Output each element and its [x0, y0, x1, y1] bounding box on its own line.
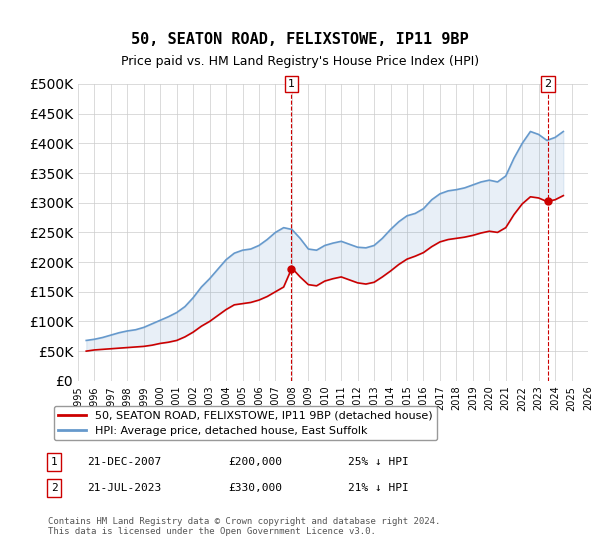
Text: 1: 1 [50, 457, 58, 467]
Text: 21-DEC-2007: 21-DEC-2007 [87, 457, 161, 467]
Text: £330,000: £330,000 [228, 483, 282, 493]
Text: 2: 2 [544, 79, 551, 89]
Text: 2: 2 [50, 483, 58, 493]
Text: £200,000: £200,000 [228, 457, 282, 467]
Legend: 50, SEATON ROAD, FELIXSTOWE, IP11 9BP (detached house), HPI: Average price, deta: 50, SEATON ROAD, FELIXSTOWE, IP11 9BP (d… [53, 406, 437, 440]
Text: Price paid vs. HM Land Registry's House Price Index (HPI): Price paid vs. HM Land Registry's House … [121, 55, 479, 68]
Text: Contains HM Land Registry data © Crown copyright and database right 2024.
This d: Contains HM Land Registry data © Crown c… [48, 517, 440, 536]
Text: 21% ↓ HPI: 21% ↓ HPI [348, 483, 409, 493]
Text: 21-JUL-2023: 21-JUL-2023 [87, 483, 161, 493]
Text: 1: 1 [288, 79, 295, 89]
Text: 50, SEATON ROAD, FELIXSTOWE, IP11 9BP: 50, SEATON ROAD, FELIXSTOWE, IP11 9BP [131, 32, 469, 46]
Text: 25% ↓ HPI: 25% ↓ HPI [348, 457, 409, 467]
